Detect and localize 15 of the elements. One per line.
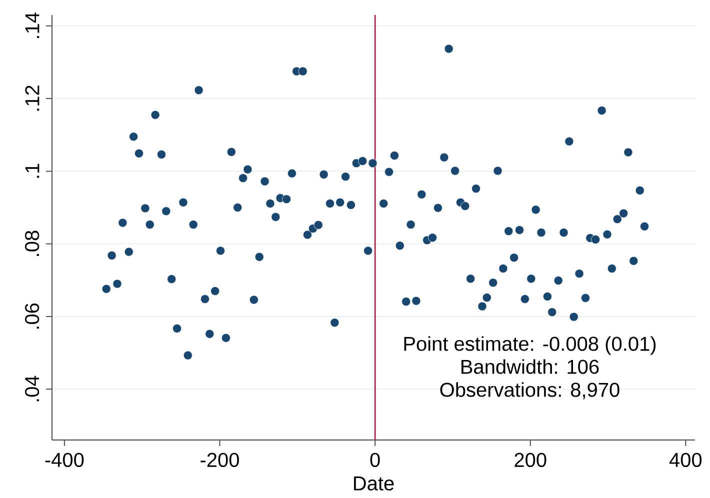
annotation: Point estimate: -0.008 (0.01) [404, 336, 656, 355]
x-tick-label: 400 [669, 452, 702, 468]
annotation: Observations: 8,970 [440, 382, 620, 400]
x-tick-label: 0 [370, 452, 380, 468]
x-tick-label: -400 [45, 452, 84, 468]
y-tick-label: .08 [24, 230, 40, 256]
y-tick-label: .14 [25, 12, 40, 38]
x-axis-title: Date [354, 476, 394, 490]
y-tick-label: .04 [24, 376, 40, 402]
y-tick-label: .12 [25, 86, 40, 111]
y-tick-label: .06 [24, 303, 40, 329]
annotation: Bandwidth: 106 [462, 359, 599, 374]
x-tick-label: -200 [200, 452, 239, 468]
y-tick-label: .1 [25, 164, 40, 178]
x-tick-label: 200 [514, 452, 546, 468]
